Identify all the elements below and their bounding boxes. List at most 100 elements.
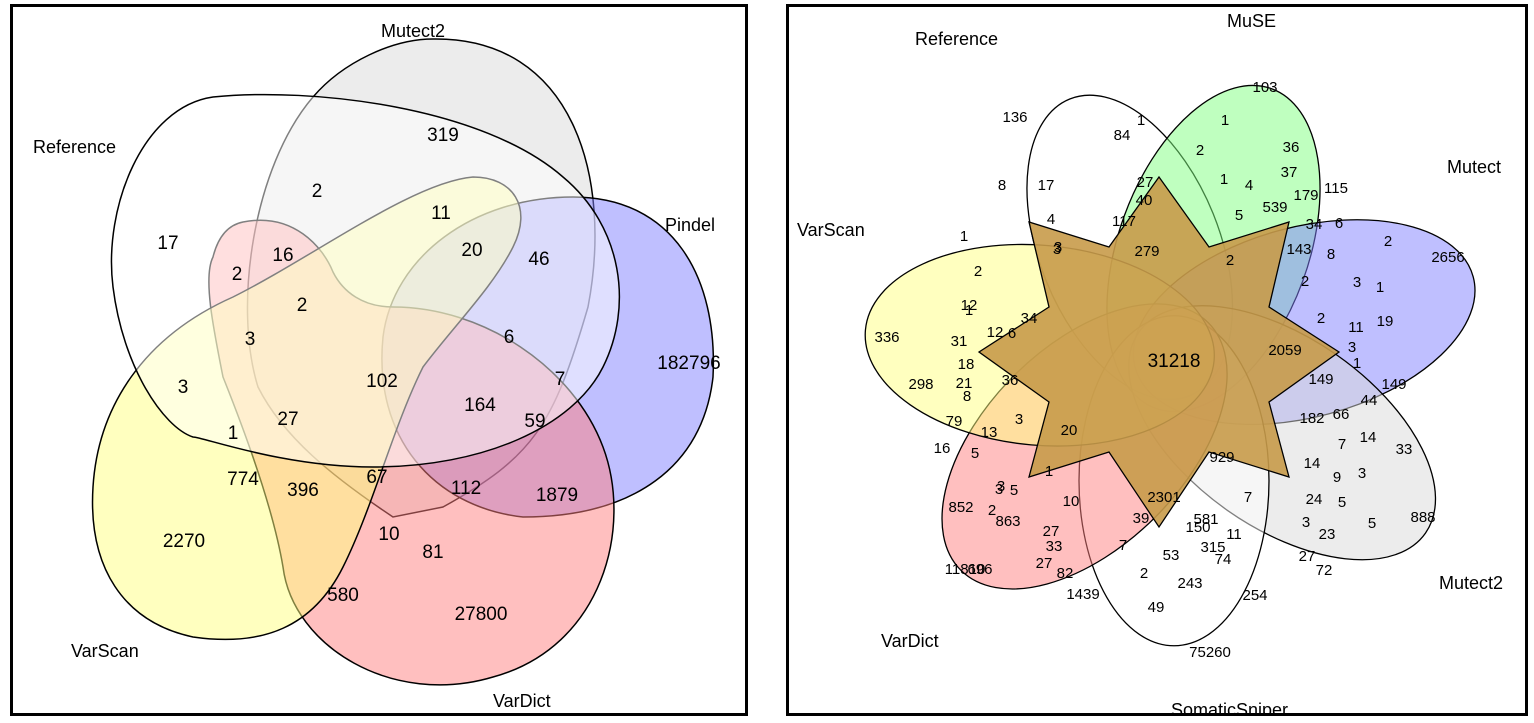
region-count: 17 [1038,177,1055,194]
region-count: 16 [934,440,951,457]
venn-7-set-panel: Reference MuSE Mutect Mutect2 SomaticSni… [786,4,1528,716]
region-count: 2 [988,502,996,519]
region-count: 298 [908,376,933,393]
region-count: 8 [963,388,971,405]
region-count: 1 [1353,355,1361,372]
region-count: 696 [967,561,992,578]
region-count: 1879 [536,485,578,506]
region-count: 67 [366,467,387,488]
region-count: 103 [1252,79,1277,96]
region-count: 5 [1368,515,1376,532]
region-count: 20 [461,240,482,261]
region-count: 74 [1215,551,1232,568]
region-count: 243 [1177,575,1202,592]
region-count: 16 [272,245,293,266]
region-count: 136 [1002,109,1027,126]
region-count: 117 [1112,213,1136,230]
region-count: 53 [1163,547,1180,564]
region-count: 31 [951,333,968,350]
region-count: 3 [1054,239,1062,256]
region-count: 49 [1148,599,1165,616]
region-count: 10 [378,524,399,545]
region-count: 2270 [163,531,205,552]
region-count: 2059 [1268,342,1301,359]
region-count: 2 [232,264,243,285]
region-count: 2301 [1147,489,1180,506]
region-count: 27800 [455,604,508,625]
region-count: 82 [1057,565,1074,582]
region-count: 5 [1010,482,1018,499]
region-count: 336 [874,329,899,346]
region-count: 149 [1308,371,1333,388]
region-count: 182 [1299,410,1324,427]
set-label-reference: Reference [33,137,116,157]
region-count: 40 [1136,192,1153,209]
region-count: 7 [1244,489,1252,506]
region-count: 34 [1021,310,1038,327]
region-count: 3 [1302,514,1310,531]
region-count: 11 [1226,526,1242,543]
region-count: 3 [245,329,256,350]
region-count: 72 [1316,562,1333,579]
region-count: 11 [431,203,451,224]
region-count: 2 [1140,565,1148,582]
region-count: 9 [1333,469,1341,486]
region-count: 143 [1286,241,1311,258]
region-count: 39 [1133,510,1150,527]
venn-7-set-diagram: Reference MuSE Mutect Mutect2 SomaticSni… [797,11,1503,716]
region-count: 149 [1381,376,1406,393]
set-label-varscan: VarScan [71,641,139,661]
region-count: 580 [327,585,359,606]
region-count: 112 [451,478,481,499]
region-count: 2 [1301,273,1309,290]
region-count: 27 [277,409,298,430]
region-count: 179 [1293,187,1318,204]
region-count: 8 [1327,246,1335,263]
region-count: 66 [1333,406,1350,423]
region-count: 44 [1361,392,1378,409]
region-count: 84 [1114,127,1131,144]
region-count: 12 [961,297,978,314]
region-count: 1 [1376,279,1384,296]
region-count: 1439 [1066,586,1099,603]
region-count: 1 [1220,171,1228,188]
region-count: 11 [1348,319,1364,336]
region-count: 2 [297,295,308,316]
region-count: 1 [1137,112,1145,129]
region-count: 2 [1384,233,1392,250]
region-count: 27 [1299,548,1316,565]
set-label-somaticsniper: SomaticSniper [1171,700,1288,716]
region-count: 315 [1200,539,1225,556]
region-count: 3 [997,478,1005,495]
region-count: 37 [1281,164,1298,181]
region-count: 396 [287,480,319,501]
set-label-reference: Reference [915,29,998,49]
set-label-mutect2: Mutect2 [1439,573,1503,593]
region-count: 888 [1410,509,1435,526]
region-count: 6 [504,327,515,348]
region-count: 3 [1348,339,1356,356]
region-count: 1 [228,423,239,444]
set-label-varscan: VarScan [797,220,865,240]
region-count: 2 [1226,252,1234,269]
region-count: 2 [312,181,323,202]
region-count: 20 [1061,422,1078,439]
region-count: 27 [1137,174,1154,191]
region-count: 34 [1306,216,1323,233]
region-count: 6 [1335,215,1343,232]
region-count: 10 [1063,493,1080,510]
venn-5-set-panel: Reference Mutect2 Pindel VarDict VarScan… [10,4,748,716]
region-count: 2 [974,263,982,280]
region-count: 33 [1046,538,1063,555]
set-label-vardict: VarDict [881,631,939,651]
region-count: 929 [1209,449,1234,466]
region-count: 24 [1306,491,1323,508]
region-count: 164 [464,395,496,416]
region-count: 319 [427,125,459,146]
region-count: 46 [528,249,549,270]
region-count: 150 [1185,519,1210,536]
region-count: 7 [555,369,566,390]
region-count: 12 [987,324,1004,341]
region-count: 14 [1360,429,1377,446]
region-count: 3 [995,481,1003,498]
